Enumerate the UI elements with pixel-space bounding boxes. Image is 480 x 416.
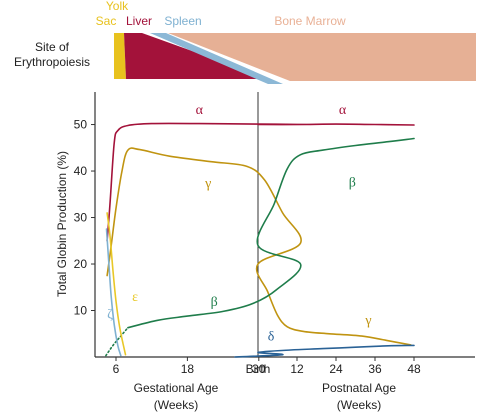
x-label-postnatal-line1: Postnatal Age (322, 381, 396, 395)
series-label-alpha: α (339, 103, 347, 118)
site-labels: Yolk Sac Liver Spleen Bone Marrow Site o… (14, 0, 346, 69)
series-label-zeta: ζ (107, 307, 113, 322)
site-title-line1: Site of (35, 40, 70, 54)
y-ticks: 10 20 30 40 50 (74, 118, 95, 318)
series-layer (105, 122, 415, 358)
x-label-postnatal-line2: (Weeks) (337, 398, 381, 412)
bone-marrow-region (168, 33, 476, 81)
x-label-gestational-line1: Gestational Age (134, 381, 219, 395)
x-tick-label-gestational: 30 (252, 362, 266, 376)
series-line-beta-dotted (105, 326, 129, 357)
series-label-alpha: α (196, 103, 204, 118)
x-tick-label-postnatal: 24 (329, 362, 343, 376)
y-tick-label: 40 (74, 164, 88, 178)
x-tick-label-postnatal: 48 (407, 362, 421, 376)
series-label-beta: β (211, 295, 218, 310)
y-tick-label: 30 (74, 211, 88, 225)
series-label-delta: δ (268, 330, 275, 345)
series-labels: α α γ γ β β ε ζ δ (107, 103, 371, 345)
series-line-beta (127, 137, 415, 329)
y-tick-label: 10 (74, 304, 88, 318)
yolk-sac-region (114, 33, 126, 79)
series-label-gamma: γ (364, 313, 371, 328)
spleen-region (150, 33, 283, 84)
series-label-gamma: γ (204, 176, 211, 191)
y-tick-label: 50 (74, 118, 88, 132)
series-line-alpha (106, 122, 415, 242)
x-tick-label-gestational: 6 (113, 362, 120, 376)
site-label-yolk: Yolk (106, 0, 129, 13)
series-line-zeta (105, 228, 122, 357)
site-label-spleen: Spleen (164, 14, 201, 28)
x-tick-label-gestational: 18 (181, 362, 195, 376)
series-line-delta (234, 344, 415, 358)
series-label-epsilon: ε (132, 290, 138, 305)
x-axis-labels: Gestational Age (Weeks) Postnatal Age (W… (134, 381, 397, 412)
x-tick-label-postnatal: 12 (290, 362, 304, 376)
site-label-liver: Liver (126, 14, 152, 28)
site-label-bone-marrow: Bone Marrow (274, 14, 346, 28)
series-label-beta: β (349, 175, 356, 190)
axes (94, 92, 475, 358)
y-axis-label: Total Globin Production (%) (55, 151, 69, 297)
x-tick-label-postnatal: 36 (368, 362, 382, 376)
erythropoiesis-band (114, 33, 476, 84)
site-label-sac: Sac (96, 14, 117, 28)
series-line-epsilon (106, 212, 127, 356)
x-tick-label-birth: Birth (246, 362, 271, 376)
x-label-gestational-line2: (Weeks) (154, 398, 198, 412)
site-title-line2: Erythropoiesis (14, 55, 90, 69)
y-tick-label: 20 (74, 257, 88, 271)
series-line-gamma (106, 147, 412, 346)
